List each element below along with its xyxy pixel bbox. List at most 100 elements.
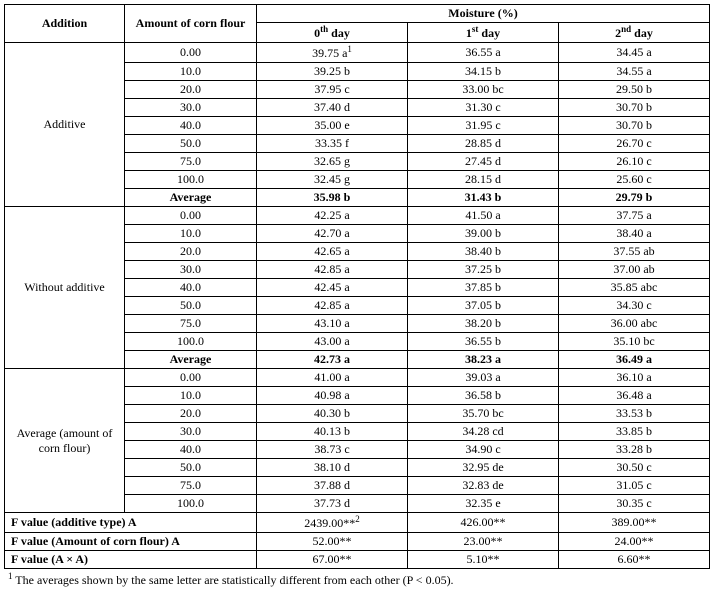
- average-cell: 31.43 b: [408, 189, 559, 207]
- day2-cell: 38.40 a: [559, 225, 710, 243]
- fvalue-d1: 23.00**: [408, 533, 559, 551]
- day2-cell: 34.30 c: [559, 297, 710, 315]
- fvalue-d0: 67.00**: [257, 551, 408, 569]
- day0-cell: 37.95 c: [257, 81, 408, 99]
- day0-cell: 43.00 a: [257, 333, 408, 351]
- amount-cell: 0.00: [125, 43, 257, 63]
- amount-cell: 100.0: [125, 333, 257, 351]
- day0-cell: 42.25 a: [257, 207, 408, 225]
- table-row: Without additive0.0042.25 a41.50 a37.75 …: [5, 207, 710, 225]
- day1-cell: 31.30 c: [408, 99, 559, 117]
- amount-cell: 10.0: [125, 225, 257, 243]
- day1-cell: 36.55 a: [408, 43, 559, 63]
- fvalue-d2: 24.00**: [559, 533, 710, 551]
- col-addition: Addition: [5, 5, 125, 43]
- fvalue-d2: 6.60**: [559, 551, 710, 569]
- day0-cell: 40.30 b: [257, 405, 408, 423]
- day0-cell: 42.45 a: [257, 279, 408, 297]
- day2-cell: 34.45 a: [559, 43, 710, 63]
- amount-cell: 30.0: [125, 261, 257, 279]
- amount-cell: 20.0: [125, 405, 257, 423]
- day0-cell: 42.85 a: [257, 261, 408, 279]
- amount-cell: 100.0: [125, 495, 257, 513]
- day1-cell: 36.58 b: [408, 387, 559, 405]
- day2-cell: 36.10 a: [559, 369, 710, 387]
- col-moisture: Moisture (%): [257, 5, 710, 23]
- day1-cell: 38.40 b: [408, 243, 559, 261]
- day0-cell: 37.73 d: [257, 495, 408, 513]
- day1-cell: 38.20 b: [408, 315, 559, 333]
- amount-cell: 10.0: [125, 387, 257, 405]
- amount-cell: 0.00: [125, 207, 257, 225]
- day2-cell: 37.75 a: [559, 207, 710, 225]
- fvalue-d1: 5.10**: [408, 551, 559, 569]
- day1-cell: 39.03 a: [408, 369, 559, 387]
- fvalue-row: F value (Amount of corn flour) A52.00**2…: [5, 533, 710, 551]
- day1-cell: 39.00 b: [408, 225, 559, 243]
- day0-cell: 42.65 a: [257, 243, 408, 261]
- day2-cell: 30.70 b: [559, 99, 710, 117]
- day2-cell: 31.05 c: [559, 477, 710, 495]
- day2-cell: 29.50 b: [559, 81, 710, 99]
- day1-cell: 27.45 d: [408, 153, 559, 171]
- fvalue-d0: 52.00**: [257, 533, 408, 551]
- table-row: Average (amount of corn flour)0.0041.00 …: [5, 369, 710, 387]
- day1-cell: 34.90 c: [408, 441, 559, 459]
- amount-cell: 20.0: [125, 81, 257, 99]
- amount-cell: 100.0: [125, 171, 257, 189]
- fvalue-d0: 2439.00**2: [257, 513, 408, 533]
- day1-cell: 35.70 bc: [408, 405, 559, 423]
- average-cell: 38.23 a: [408, 351, 559, 369]
- day1-cell: 31.95 c: [408, 117, 559, 135]
- day0-cell: 43.10 a: [257, 315, 408, 333]
- day0-cell: 38.73 c: [257, 441, 408, 459]
- day2-cell: 35.85 abc: [559, 279, 710, 297]
- day0-cell: 32.65 g: [257, 153, 408, 171]
- fvalue-row: F value (A × A)67.00**5.10**6.60**: [5, 551, 710, 569]
- col-day1: 1st day: [408, 23, 559, 43]
- day2-cell: 30.35 c: [559, 495, 710, 513]
- average-cell: 36.49 a: [559, 351, 710, 369]
- day0-cell: 32.45 g: [257, 171, 408, 189]
- day1-cell: 28.15 d: [408, 171, 559, 189]
- fvalue-label: F value (additive type) A: [5, 513, 257, 533]
- amount-cell: 0.00: [125, 369, 257, 387]
- day0-cell: 41.00 a: [257, 369, 408, 387]
- day2-cell: 36.00 abc: [559, 315, 710, 333]
- amount-cell: 75.0: [125, 315, 257, 333]
- day2-cell: 33.53 b: [559, 405, 710, 423]
- group-label: Average (amount of corn flour): [5, 369, 125, 513]
- day0-cell: 38.10 d: [257, 459, 408, 477]
- day2-cell: 26.70 c: [559, 135, 710, 153]
- day0-cell: 39.75 a1: [257, 43, 408, 63]
- amount-cell: 50.0: [125, 297, 257, 315]
- fvalue-d1: 426.00**: [408, 513, 559, 533]
- group-label: Without additive: [5, 207, 125, 369]
- average-cell: 42.73 a: [257, 351, 408, 369]
- average-label: Average: [125, 351, 257, 369]
- day1-cell: 34.28 cd: [408, 423, 559, 441]
- day1-cell: 33.00 bc: [408, 81, 559, 99]
- fvalue-d2: 389.00**: [559, 513, 710, 533]
- col-day2: 2nd day: [559, 23, 710, 43]
- day0-cell: 40.98 a: [257, 387, 408, 405]
- col-amount: Amount of corn flour: [125, 5, 257, 43]
- day1-cell: 37.25 b: [408, 261, 559, 279]
- amount-cell: 30.0: [125, 423, 257, 441]
- day0-cell: 39.25 b: [257, 63, 408, 81]
- day2-cell: 36.48 a: [559, 387, 710, 405]
- day1-cell: 34.15 b: [408, 63, 559, 81]
- day2-cell: 33.28 b: [559, 441, 710, 459]
- amount-cell: 40.0: [125, 279, 257, 297]
- day2-cell: 34.55 a: [559, 63, 710, 81]
- amount-cell: 20.0: [125, 243, 257, 261]
- amount-cell: 30.0: [125, 99, 257, 117]
- fvalue-label: F value (Amount of corn flour) A: [5, 533, 257, 551]
- day0-cell: 35.00 e: [257, 117, 408, 135]
- amount-cell: 10.0: [125, 63, 257, 81]
- amount-cell: 40.0: [125, 441, 257, 459]
- fvalue-row: F value (additive type) A2439.00**2426.0…: [5, 513, 710, 533]
- day1-cell: 41.50 a: [408, 207, 559, 225]
- day1-cell: 32.35 e: [408, 495, 559, 513]
- day1-cell: 32.95 de: [408, 459, 559, 477]
